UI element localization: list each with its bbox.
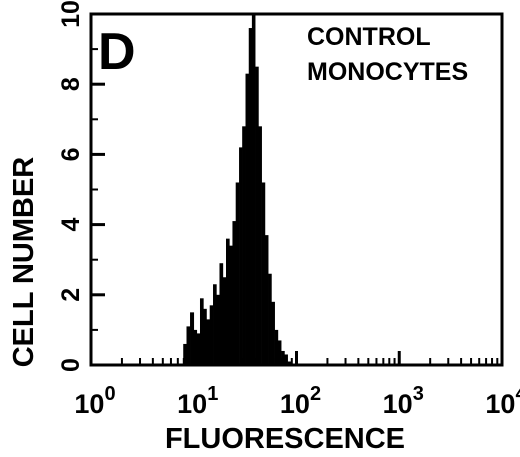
histogram-bar: [232, 221, 236, 365]
histogram-bar: [255, 66, 259, 366]
y-tick-label: 4: [57, 218, 85, 232]
y-tick-label: 8: [57, 77, 85, 91]
histogram-bar: [274, 329, 279, 365]
histogram-bar: [199, 298, 204, 365]
y-axis-ticks: 0 2 4 6 8 10: [57, 0, 105, 372]
x-tick-label: 104: [485, 383, 520, 419]
x-tick-label: 100: [74, 383, 115, 419]
histogram-bar: [268, 273, 272, 365]
histogram-bar: [264, 235, 269, 365]
histogram-bar: [235, 182, 240, 365]
histogram-bar: [196, 333, 201, 365]
histogram-bar: [190, 312, 195, 365]
histogram-bar: [239, 147, 243, 365]
histogram-bar: [271, 301, 275, 365]
histogram-bar: [261, 182, 266, 365]
histogram-bar: [229, 245, 233, 365]
histogram-bars: [183, 14, 292, 366]
histogram-bar: [186, 326, 191, 365]
histogram-bar: [277, 340, 282, 365]
x-tick-label: 102: [280, 383, 321, 419]
annotation-line-1: CONTROL: [307, 23, 431, 51]
histogram-bar: [225, 238, 230, 365]
histogram-bar: [251, 14, 256, 365]
y-tick-label: 6: [57, 147, 85, 161]
y-tick-label: 10: [57, 0, 85, 28]
annotation-line-2: MONOCYTES: [307, 58, 468, 86]
x-tick-label: 101: [177, 383, 218, 419]
histogram-bar: [287, 361, 292, 365]
histogram-bar: [213, 284, 217, 365]
histogram-bar: [258, 126, 262, 365]
histogram-bar: [216, 294, 220, 365]
y-axis-title: CELL NUMBER: [8, 157, 40, 368]
y-tick-label: 2: [57, 288, 85, 302]
histogram-bar: [245, 73, 250, 366]
histogram-bar: [219, 263, 224, 365]
histogram-bar: [281, 350, 285, 365]
x-axis-title: FLUORESCENCE: [165, 423, 405, 455]
histogram-bar: [222, 277, 227, 365]
histogram-bar: [206, 319, 211, 365]
histogram-bar: [242, 126, 246, 365]
x-tick-label: 103: [383, 383, 424, 419]
histogram-bar: [183, 343, 187, 365]
x-axis-ticks: 100 101 102 103 104: [74, 351, 520, 419]
histogram-bar: [209, 305, 214, 365]
histogram-bar: [203, 308, 207, 365]
histogram-bar: [193, 329, 198, 365]
histogram-bar: [248, 28, 253, 365]
y-tick-label: 0: [57, 358, 85, 372]
panel-label: D: [98, 23, 136, 81]
